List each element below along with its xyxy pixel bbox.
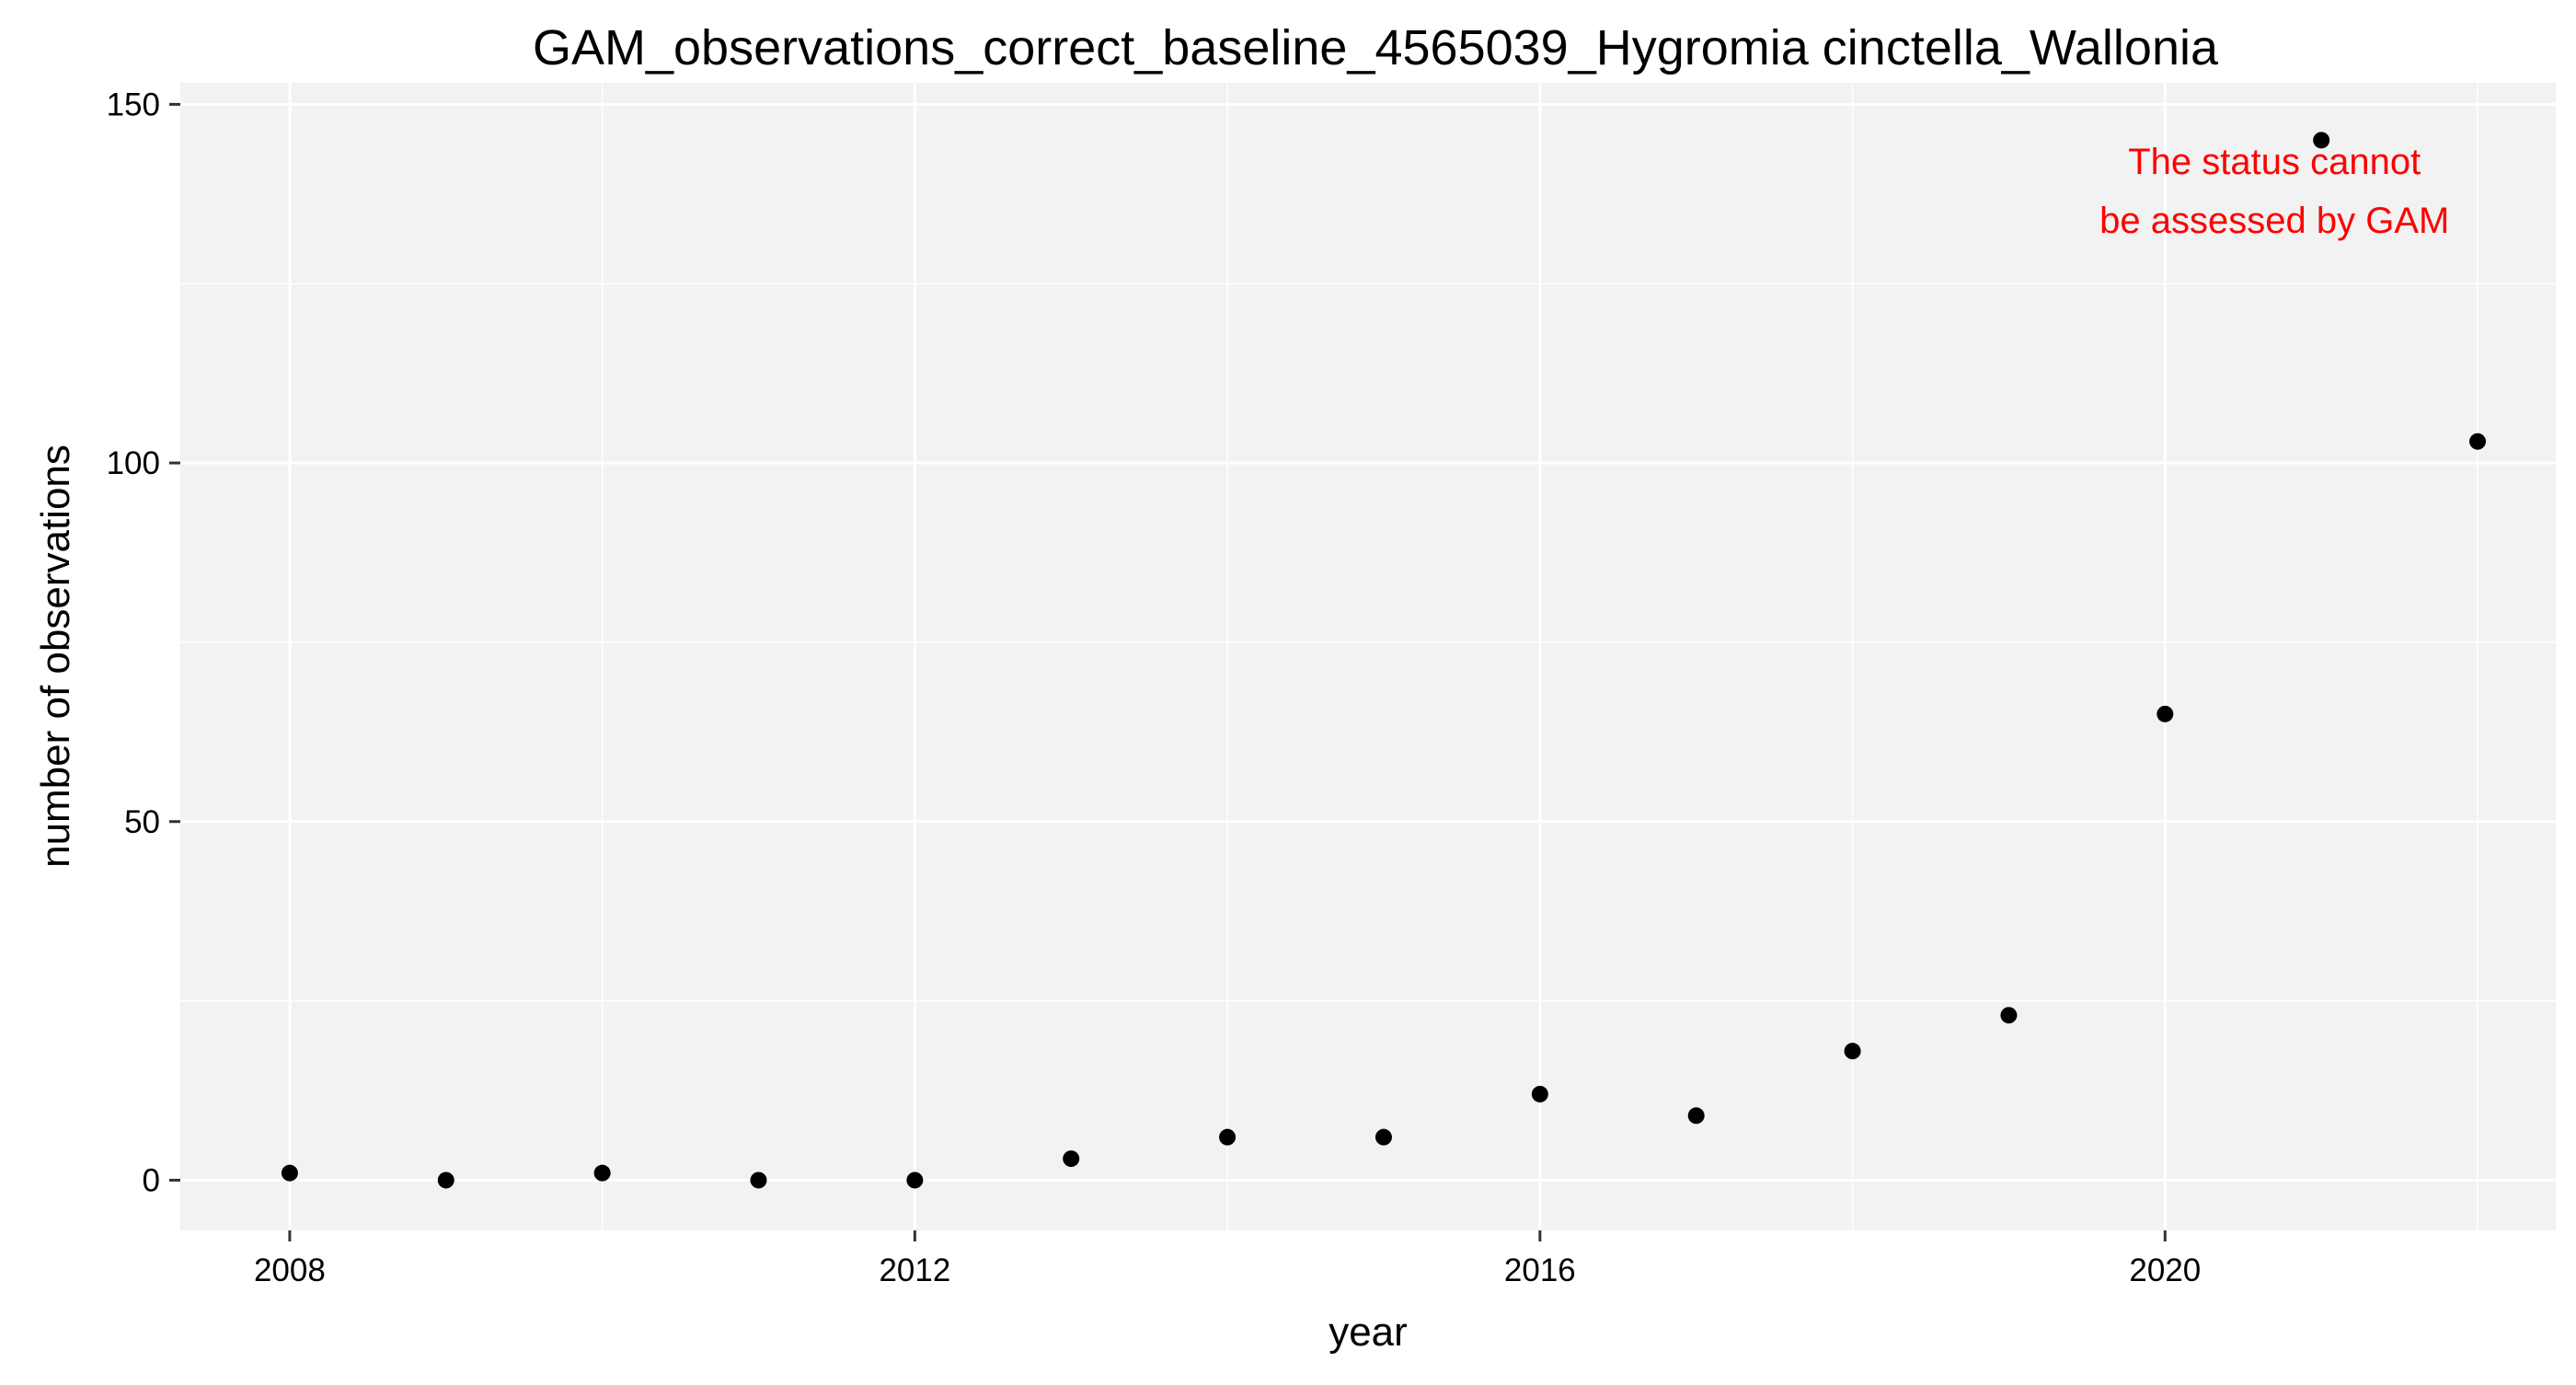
x-tick-label: 2020 [2129,1252,2201,1288]
data-point [1687,1107,1705,1125]
plot-panel [180,83,2556,1230]
data-point [1063,1150,1080,1168]
y-tick-label: 0 [143,1162,160,1198]
data-point [1374,1128,1392,1146]
data-point [2469,433,2487,450]
data-points [281,132,2487,1189]
y-tick-label: 150 [107,87,160,122]
data-point [281,1164,298,1182]
x-tick-label: 2016 [1504,1252,1576,1288]
data-point [2313,132,2330,149]
x-tick-label: 2008 [254,1252,326,1288]
y-axis-label: number of observations [33,444,78,868]
minor-gridlines [180,83,2556,1230]
data-point [906,1171,924,1189]
data-point [750,1171,767,1189]
y-tick-label: 100 [107,445,160,481]
major-gridlines [180,83,2556,1230]
x-axis: 2008 2012 2016 2020 [254,1230,2201,1288]
data-point [2156,705,2174,722]
annotation-line: The status cannot [2128,142,2421,182]
data-point [1219,1128,1236,1146]
data-point [2000,1007,2018,1024]
y-tick-label: 50 [124,804,160,840]
data-point [1844,1043,1861,1060]
data-point [593,1164,611,1182]
x-tick-label: 2012 [879,1252,950,1288]
annotation-line: be assessed by GAM [2099,201,2449,241]
chart-title: GAM_observations_correct_baseline_456503… [533,20,2219,75]
status-annotation: The status cannot be assessed by GAM [2099,142,2449,241]
data-point [1531,1085,1548,1102]
data-point [437,1171,454,1189]
x-axis-label: year [1328,1310,1408,1355]
y-axis: 0 50 100 150 [107,87,180,1198]
